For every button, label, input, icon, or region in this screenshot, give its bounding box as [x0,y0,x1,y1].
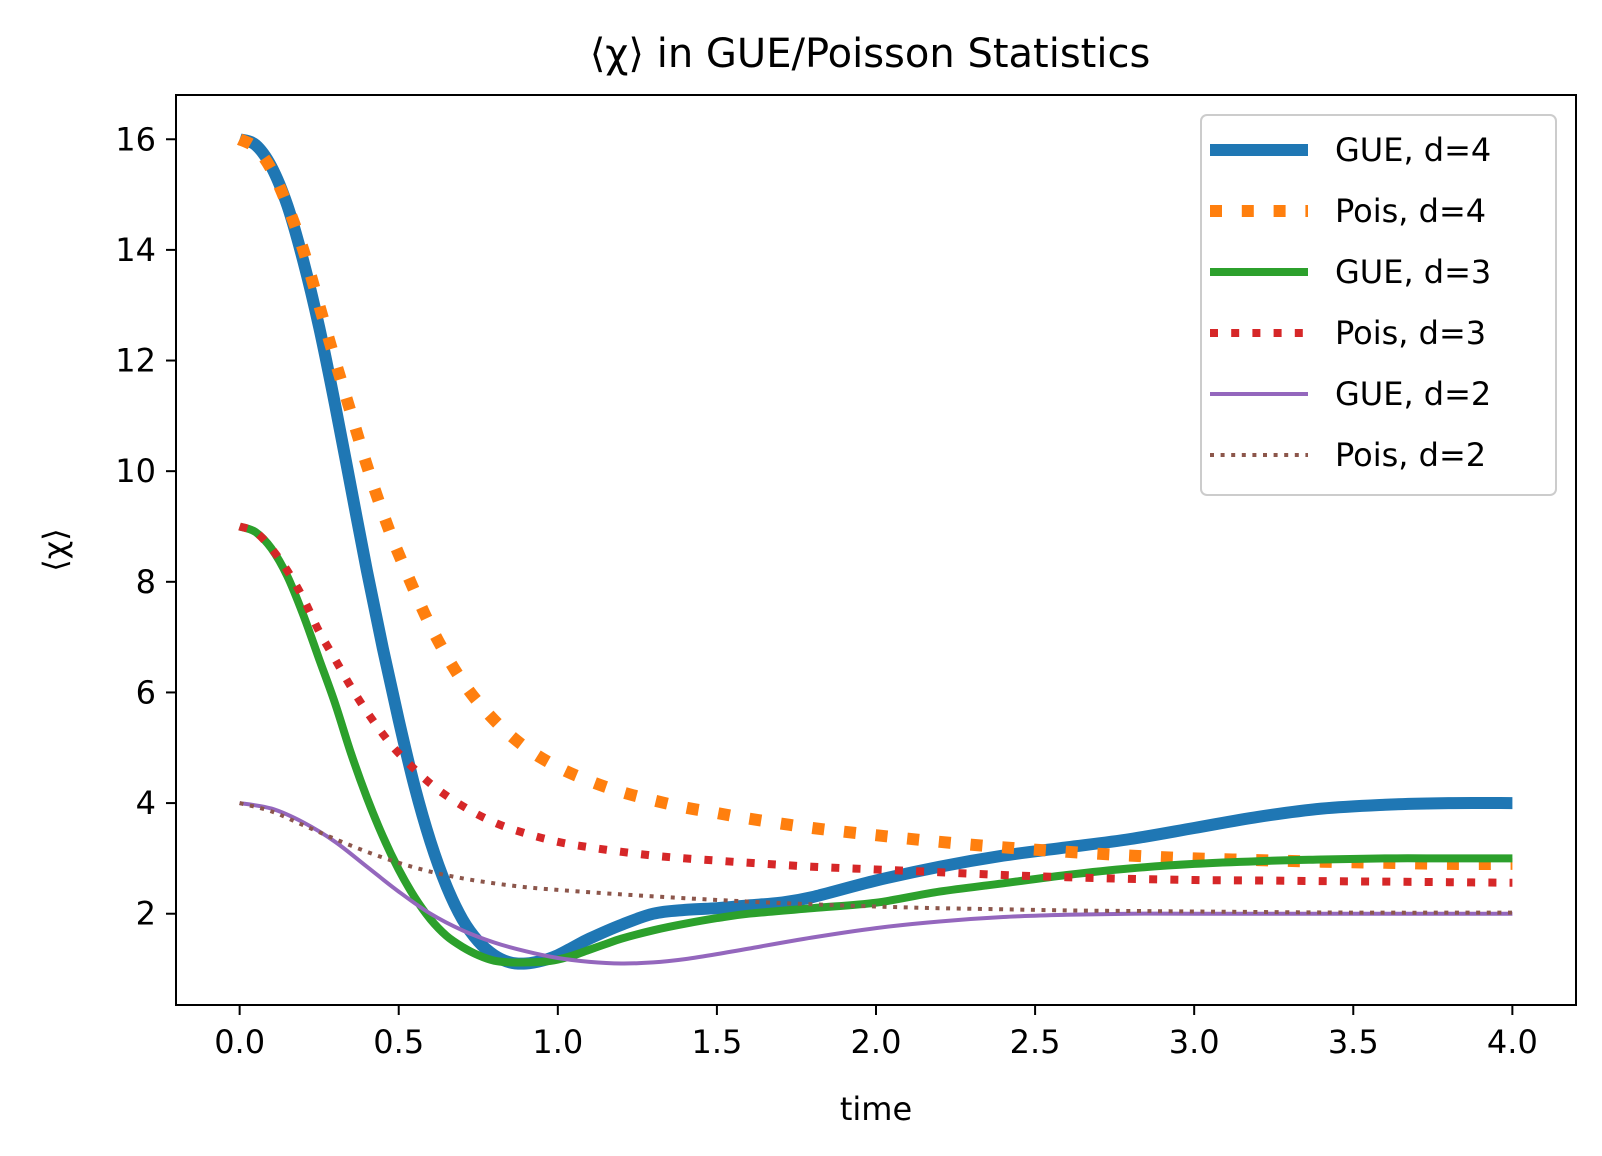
x-tick-label: 3.0 [1169,1023,1220,1061]
y-tick-label: 2 [136,895,156,933]
y-tick-label: 6 [136,673,156,711]
y-tick-label: 12 [115,342,156,380]
x-tick-label: 2.5 [1010,1023,1061,1061]
series-line-3 [238,522,1513,887]
x-tick-label: 3.5 [1328,1023,1379,1061]
series-line-0 [237,133,1513,970]
x-axis-label: time [840,1090,912,1128]
x-tick-label: 4.0 [1487,1023,1538,1061]
series-line-4 [239,801,1513,966]
series-line-5 [239,801,1513,915]
y-tick-label: 4 [136,784,156,822]
legend-frame [1200,114,1557,496]
y-axis: 2 4 6 8 10 12 14 16 [115,120,176,933]
y-axis-label: ⟨χ⟩ [36,528,74,571]
y-tick-label: 14 [115,231,156,269]
legend-label-2: GUE, d=3 [1335,253,1491,291]
x-tick-label: 1.5 [691,1023,742,1061]
series-layer [237,133,1513,970]
legend-items: GUE, d=4 Pois, d=4 GUE, d=3 Pois, d=3 GUE, d… [1210,131,1491,474]
y-tick-label: 16 [115,120,156,158]
chart-title: ⟨χ⟩ in GUE/Poisson Statistics [590,31,1151,77]
x-tick-label: 0.0 [214,1023,265,1061]
x-tick-label: 2.0 [851,1023,902,1061]
legend: GUE, d=4 Pois, d=4 GUE, d=3 Pois, d=3 GUE, d… [1200,114,1557,496]
legend-label-5: Pois, d=2 [1335,436,1486,474]
legend-label-0: GUE, d=4 [1335,131,1491,169]
y-tick-label: 10 [115,452,156,490]
x-tick-label: 0.5 [373,1023,424,1061]
legend-label-4: GUE, d=2 [1335,375,1491,413]
legend-label-3: Pois, d=3 [1335,314,1486,352]
legend-label-1: Pois, d=4 [1335,192,1486,230]
x-axis: 0.0 0.5 1.0 1.5 2.0 2.5 3.0 3.5 4.0 [214,1005,1538,1061]
x-tick-label: 1.0 [532,1023,583,1061]
y-tick-label: 8 [136,563,156,601]
